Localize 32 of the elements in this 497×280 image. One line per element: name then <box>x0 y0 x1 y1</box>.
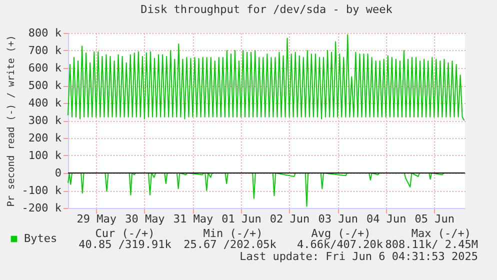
line-series <box>68 34 465 121</box>
x-tick-label: 04 Jun <box>366 212 406 226</box>
chart-title: Disk throughput for /dev/sda - by week <box>140 3 393 16</box>
text: Cur (-/+) <box>95 227 155 240</box>
x-tick-label: 02 Jun <box>270 212 310 226</box>
text: Avg (-/+) <box>311 227 371 240</box>
y-tick-label: 200 k <box>28 132 62 144</box>
text: 25.67 /202.05k <box>184 238 277 251</box>
y-axis-title: Pr second read (-) / write (+) <box>6 35 17 207</box>
y-tick-label: 0 <box>54 166 62 180</box>
text: Max (-/+) <box>411 227 471 240</box>
y-tick-label: 500 k <box>28 79 62 92</box>
text: 4.66k/407.20k <box>296 238 384 251</box>
x-tick-label: 29 May <box>76 212 117 226</box>
x-tick-label: 31 May <box>173 212 214 226</box>
y-tick-label: 300 k <box>28 114 62 127</box>
y-tick-label: 600 k <box>28 62 62 74</box>
x-tick-label: 03 Jun <box>318 212 358 226</box>
y-tick-label: -100 k <box>22 184 62 197</box>
text: 40.85 /319.91k <box>78 238 172 251</box>
y-tick-label: 700 k <box>28 44 62 57</box>
y-tick-label: 100 k <box>28 149 62 162</box>
y-tick-label: -200 k <box>22 202 62 214</box>
legend-label: Bytes <box>24 232 58 245</box>
y-tick-label: 800 k <box>28 26 62 40</box>
x-tick-label: 01 Jun <box>222 212 262 226</box>
x-tick-label: 30 May <box>125 212 166 226</box>
x-tick-label: 05 Jun <box>414 212 455 226</box>
text: 808.11k/ 2.45M <box>385 238 478 251</box>
y-tick-label: 400 k <box>28 96 62 110</box>
text: Min (-/+) <box>203 227 263 240</box>
text: Last update: Fri Jun 6 04:31:53 2025 <box>240 250 478 263</box>
